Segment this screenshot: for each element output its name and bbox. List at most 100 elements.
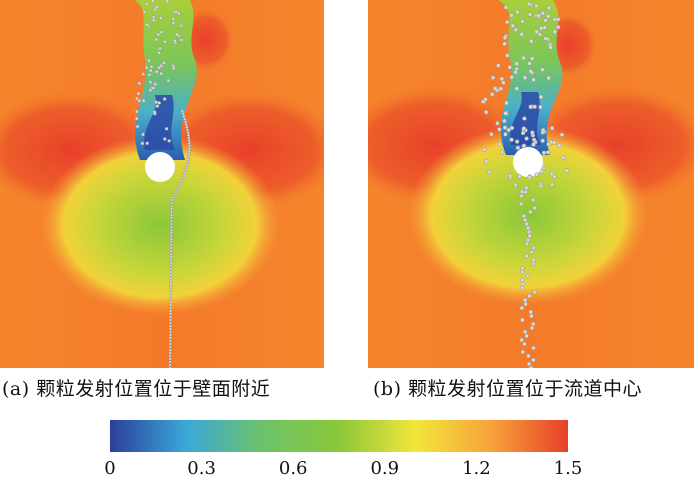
particle xyxy=(559,132,565,137)
panel-a-velocity-field xyxy=(0,0,324,368)
particle xyxy=(523,301,528,307)
particle xyxy=(169,246,173,250)
particle xyxy=(528,69,533,74)
particle xyxy=(169,282,173,286)
particle xyxy=(162,97,167,101)
particle xyxy=(540,67,545,72)
particle xyxy=(549,125,555,131)
particle xyxy=(151,86,156,90)
particle xyxy=(183,117,187,121)
cylinder-a xyxy=(145,152,175,182)
particle xyxy=(168,327,172,331)
particle xyxy=(155,104,160,108)
particle xyxy=(171,21,176,25)
wake-core-a xyxy=(144,95,175,150)
particle xyxy=(182,114,186,118)
particle xyxy=(170,204,174,208)
particle xyxy=(182,174,186,178)
particle xyxy=(148,68,153,73)
particle xyxy=(534,29,539,35)
particle xyxy=(524,333,529,339)
particle xyxy=(169,258,173,262)
particle xyxy=(527,61,532,66)
stagnation-halo-b xyxy=(408,125,648,305)
particle xyxy=(168,339,172,343)
particle xyxy=(520,281,526,287)
particle xyxy=(509,137,514,142)
particle xyxy=(540,138,545,144)
particle xyxy=(549,171,555,177)
particle xyxy=(169,240,173,244)
particle xyxy=(169,216,173,220)
particle xyxy=(141,132,145,137)
particle xyxy=(504,100,509,106)
particle xyxy=(527,293,532,299)
particle xyxy=(165,0,169,4)
particle xyxy=(169,231,173,235)
particle xyxy=(135,96,139,101)
particle xyxy=(162,137,167,141)
caption-panel-b: (b) 颗粒发射位置位于流道中心 xyxy=(373,378,643,400)
particle xyxy=(148,88,153,93)
particle xyxy=(546,142,551,147)
particle xyxy=(168,360,172,364)
particle xyxy=(187,155,191,159)
particle xyxy=(540,10,546,16)
particle xyxy=(164,127,169,131)
caption-panel-a: (a) 颗粒发射位置位于壁面附近 xyxy=(2,378,271,400)
particle xyxy=(502,41,507,46)
particle xyxy=(187,149,191,153)
particle xyxy=(561,155,566,161)
particle xyxy=(495,121,500,126)
particle xyxy=(168,366,172,368)
velocity-colorbar xyxy=(110,420,568,452)
particle xyxy=(169,222,173,226)
particle xyxy=(546,5,552,11)
particle xyxy=(489,132,494,137)
particle xyxy=(555,17,561,22)
particle xyxy=(169,288,173,292)
colorbar-tick-label: 1.2 xyxy=(462,458,491,479)
particle xyxy=(531,245,537,251)
particle xyxy=(181,112,185,116)
colorbar-tick-label: 0.6 xyxy=(278,458,308,479)
particle xyxy=(187,139,191,143)
particle xyxy=(144,65,149,70)
particle xyxy=(541,150,547,156)
particle xyxy=(482,147,487,152)
particle xyxy=(187,144,191,148)
particle xyxy=(168,321,172,325)
particle xyxy=(526,229,532,235)
particle xyxy=(169,303,173,307)
particle xyxy=(136,91,141,96)
particle xyxy=(520,265,525,271)
particle xyxy=(528,309,534,315)
particle xyxy=(184,166,188,170)
particle xyxy=(528,209,533,215)
particle xyxy=(515,145,521,151)
particle xyxy=(524,221,529,227)
particle xyxy=(487,169,492,175)
particle xyxy=(170,210,174,214)
particle xyxy=(520,317,525,323)
particle xyxy=(521,55,526,61)
particle xyxy=(183,171,187,175)
particle xyxy=(140,141,145,146)
particle xyxy=(543,18,548,23)
particle xyxy=(538,26,544,31)
particle xyxy=(154,69,159,74)
particle xyxy=(175,32,179,37)
particle xyxy=(524,241,530,247)
particle xyxy=(169,213,173,217)
particle xyxy=(520,269,525,275)
particle xyxy=(180,109,184,113)
particle xyxy=(519,32,524,37)
particle xyxy=(513,70,518,75)
particle xyxy=(185,128,189,132)
particle xyxy=(552,174,557,179)
particle xyxy=(529,365,534,368)
particle xyxy=(503,132,508,137)
particle xyxy=(168,324,172,328)
particle xyxy=(141,99,146,103)
particle xyxy=(169,306,173,310)
